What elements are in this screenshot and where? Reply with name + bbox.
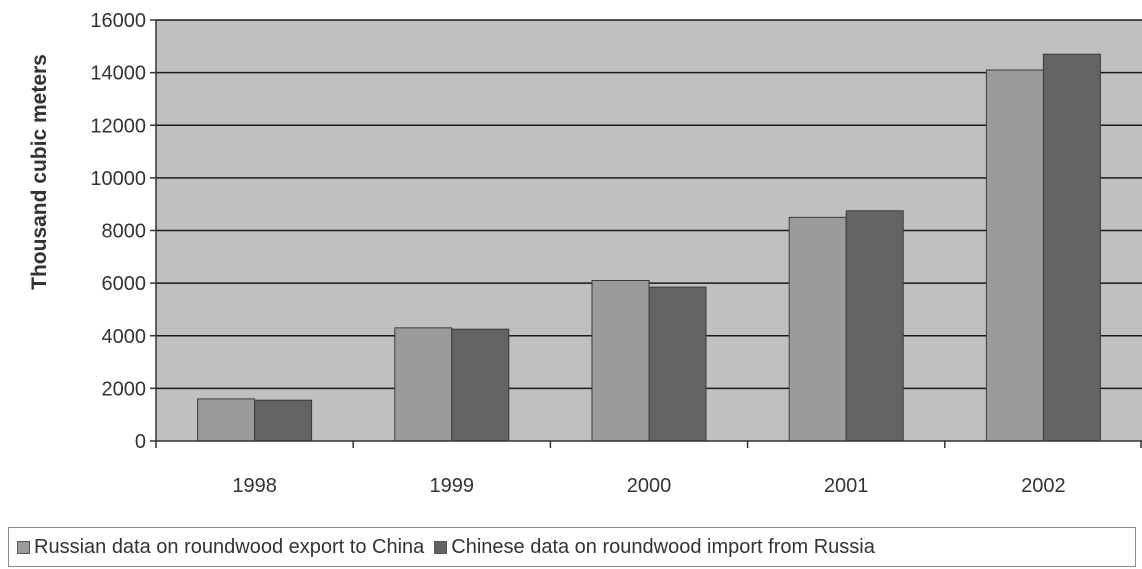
bar-chinese-2002 [1042,53,1101,442]
y-tick-label: 10000 [90,168,146,190]
bar-russian-2000 [591,279,650,442]
x-tick-label: 2002 [1021,475,1066,497]
bar-russian-1998 [197,398,256,442]
legend-label-chinese: Chinese data on roundwood import from Ru… [451,535,875,558]
legend-swatch-chinese [434,540,448,554]
legend-item-russian: Russian data on roundwood export to Chin… [17,536,424,559]
y-tick-label: 14000 [90,63,146,85]
y-tick-label: 6000 [102,273,147,295]
x-tick-label: 1999 [430,475,475,497]
y-tick-label: 16000 [90,10,146,32]
bar-chinese-1999 [451,328,510,442]
bar-russian-2001 [788,216,847,442]
bar-chinese-2000 [648,286,707,442]
legend-item-chinese: Chinese data on roundwood import from Ru… [434,536,875,559]
legend-swatch-russian [17,540,30,554]
legend-label-russian: Russian data on roundwood export to Chin… [34,535,425,558]
bar-russian-1999 [394,327,453,442]
bar-chinese-2001 [845,210,904,442]
y-tick-label: 2000 [102,378,147,400]
y-tick-label: 12000 [90,115,146,137]
x-tick-label: 1998 [232,475,277,497]
legend: Russian data on roundwood export to Chin… [8,527,1136,567]
x-tick-label: 2000 [627,475,672,497]
x-tick-label: 2001 [824,475,869,497]
axes [150,19,1142,448]
y-tick-label: 4000 [102,326,147,348]
y-tick-label: 0 [135,431,146,453]
bar-chinese-1998 [254,399,313,442]
bar-russian-2002 [985,69,1044,442]
y-tick-labels: 0 2000 4000 6000 8000 10000 12000 14000 16000 [90,10,146,453]
chart: 0 2000 4000 6000 8000 10000 12000 14000 16000 19… [28,10,1142,497]
y-axis-title: Thousand cubic meters [28,54,51,290]
y-tick-label: 8000 [102,221,147,243]
bars [197,53,1101,442]
x-tick-labels: 1998 1999 2000 2001 2002 [232,475,1065,497]
